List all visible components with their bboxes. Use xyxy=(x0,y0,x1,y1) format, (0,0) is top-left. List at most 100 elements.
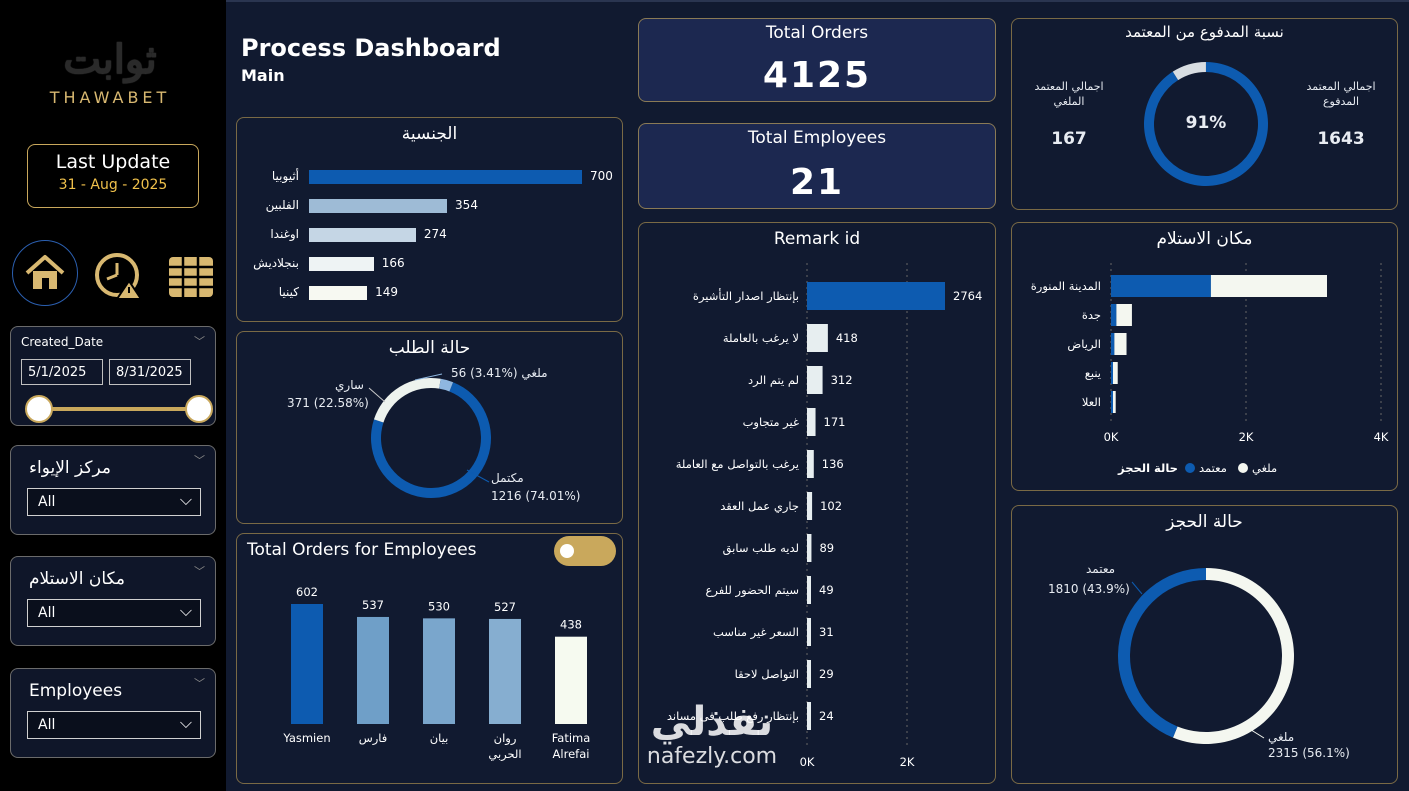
paid-approved-value: 1643 xyxy=(1317,129,1365,149)
order-status-title: حالة الطلب xyxy=(388,338,471,358)
booking-cancelled-label: ملغي xyxy=(1268,730,1295,744)
table-button[interactable] xyxy=(158,244,224,310)
nationality-value: 166 xyxy=(381,256,405,270)
pickup-bar-cancelled[interactable] xyxy=(1113,391,1116,413)
remark-value: 171 xyxy=(824,415,846,429)
dropdown-arrow-icon: ⌵ xyxy=(179,601,192,620)
pickup-bar-approved[interactable] xyxy=(1111,275,1211,297)
employee-bar[interactable] xyxy=(291,604,323,724)
remark-value: 49 xyxy=(819,583,834,597)
remark-value: 136 xyxy=(822,457,844,471)
pickup-bar-approved[interactable] xyxy=(1111,391,1113,413)
chevron-down-icon[interactable]: ﹀ xyxy=(194,454,205,467)
employees-dropdown[interactable]: All ⌵ xyxy=(27,711,201,739)
employees-slicer[interactable]: Employees ﹀ All ⌵ xyxy=(10,668,216,758)
orders-by-employee-card: Total Orders for Employees 602 Yasmien 537… xyxy=(236,533,623,784)
remark-label: جاري عمل العقد xyxy=(720,499,799,514)
booking-cancelled-value: 2315 (56.1%) xyxy=(1268,746,1350,760)
pickup-bar-cancelled[interactable] xyxy=(1210,275,1327,297)
remark-bar[interactable] xyxy=(807,408,816,436)
paid-ratio-card: نسبة المدفوع من المعتمد 91% اجمالي المعت… xyxy=(1011,18,1398,210)
last-update-label: Last Update xyxy=(55,151,171,173)
employee-bar-value: 438 xyxy=(560,618,582,632)
pickup-location-card: مكان الاستلام المدينة المنورة جدة الرياض ين… xyxy=(1011,222,1398,491)
watermark-en: nafezly.com xyxy=(646,744,778,769)
shelter-center-slicer[interactable]: مركز الإيواء ﹀ All ⌵ xyxy=(10,445,216,535)
nationality-bar[interactable] xyxy=(309,199,448,213)
employee-bar[interactable] xyxy=(357,616,389,724)
chevron-down-icon[interactable]: ﹀ xyxy=(194,677,205,690)
home-button[interactable] xyxy=(12,240,78,306)
remark-bar[interactable] xyxy=(807,366,823,394)
date-to-input[interactable]: 8/31/2025 xyxy=(109,359,191,385)
pickup-bar-approved[interactable] xyxy=(1111,333,1115,355)
remark-bar[interactable] xyxy=(807,576,811,604)
date-range-start-handle[interactable] xyxy=(25,395,53,423)
created-date-slicer[interactable]: Created_Date ﹀ 5/1/2025 8/31/2025 xyxy=(10,326,216,426)
date-range-end-handle[interactable] xyxy=(185,395,213,423)
pickup-label: المدينة المنورة xyxy=(1031,279,1101,294)
order-status-done-label: مكتمل xyxy=(491,471,524,485)
booking-approved-label: معتمد xyxy=(1086,562,1116,576)
remark-bar[interactable] xyxy=(807,534,812,562)
remark-bar[interactable] xyxy=(807,282,945,310)
nationality-label: كينيا xyxy=(278,285,299,299)
employee-bar[interactable] xyxy=(489,618,521,724)
pickup-label: ينبع xyxy=(1085,366,1101,380)
alert-clock-button[interactable] xyxy=(86,244,152,310)
watermark-ar: نفذلي xyxy=(650,699,774,745)
page-subtitle: Main xyxy=(241,66,285,85)
pickup-bar-cancelled[interactable] xyxy=(1114,333,1127,355)
employees-label: Employees xyxy=(29,681,123,701)
created-date-label: Created_Date xyxy=(21,335,104,349)
pickup-bar-approved[interactable] xyxy=(1111,362,1113,384)
table-icon xyxy=(169,257,213,297)
nationality-bar[interactable] xyxy=(309,228,416,242)
remark-value: 31 xyxy=(819,625,834,639)
chevron-down-icon[interactable]: ﹀ xyxy=(194,335,205,348)
order-status-donut xyxy=(368,373,491,498)
pickup-label: جدة xyxy=(1082,308,1101,322)
employee-bar-value: 602 xyxy=(296,585,318,599)
pickup-location-dropdown[interactable]: All ⌵ xyxy=(27,599,201,627)
nationality-bar[interactable] xyxy=(309,257,374,271)
remark-label: لديه طلب سابق xyxy=(723,541,799,556)
pickup-bar-cancelled[interactable] xyxy=(1116,304,1132,326)
gauge-remainder xyxy=(1172,62,1206,81)
remark-bar[interactable] xyxy=(807,324,828,352)
nationality-bar[interactable] xyxy=(309,170,582,184)
nationality-bar[interactable] xyxy=(309,286,368,300)
remark-bar[interactable] xyxy=(807,702,811,730)
employee-name: بيان xyxy=(430,731,449,745)
remark-bar[interactable] xyxy=(807,618,811,646)
nationality-value: 274 xyxy=(423,227,447,241)
remark-bar-chart: بإنتظار اصدار التأشيرة 2764 لا يرغب بالعام… xyxy=(667,263,982,769)
remark-bar[interactable] xyxy=(807,660,811,688)
pickup-location-chart: المدينة المنورة جدة الرياض ينبع العلا 0K 2K 4K ح… xyxy=(1031,263,1389,475)
cancel-approved-label: اجمالي المعتمد الملغي xyxy=(1034,80,1104,108)
axis-tick: 4K xyxy=(1374,430,1389,444)
order-status-active-label: ساري xyxy=(335,378,364,392)
nationality-card: الجنسية أثيوبيا 700 الفلبين 354 اوغندا 274 بنج… xyxy=(236,117,623,322)
shelter-center-dropdown[interactable]: All ⌵ xyxy=(27,488,201,516)
employee-bar[interactable] xyxy=(423,618,455,724)
paid-ratio-pct: 91% xyxy=(1185,113,1227,133)
pickup-location-slicer[interactable]: مكان الاستلام ﹀ All ⌵ xyxy=(10,556,216,646)
employee-bar[interactable] xyxy=(555,636,587,724)
page-title: Process Dashboard xyxy=(241,34,501,62)
dropdown-arrow-icon: ⌵ xyxy=(179,490,192,509)
remark-bar[interactable] xyxy=(807,450,814,478)
toggle-switch[interactable] xyxy=(554,536,616,566)
employee-name: Yasmien xyxy=(282,731,330,745)
order-status-card: حالة الطلب 56 (3.41%) ملغي ساري 371 (22.… xyxy=(236,331,623,524)
pickup-bar-approved[interactable] xyxy=(1111,304,1117,326)
chevron-down-icon[interactable]: ﹀ xyxy=(194,565,205,578)
date-from-input[interactable]: 5/1/2025 xyxy=(21,359,103,385)
nationality-value: 149 xyxy=(375,285,399,299)
pickup-bar-cancelled[interactable] xyxy=(1113,362,1118,384)
pickup-label: العلا xyxy=(1082,395,1101,409)
remark-bar[interactable] xyxy=(807,492,813,520)
brand-logo: ثوابت THAWABET xyxy=(49,36,171,108)
main-canvas: Process Dashboard Main الجنسية أثيوبيا 70… xyxy=(226,0,1409,791)
paid-approved-label: اجمالي المعتمد المدفوع xyxy=(1306,80,1376,108)
